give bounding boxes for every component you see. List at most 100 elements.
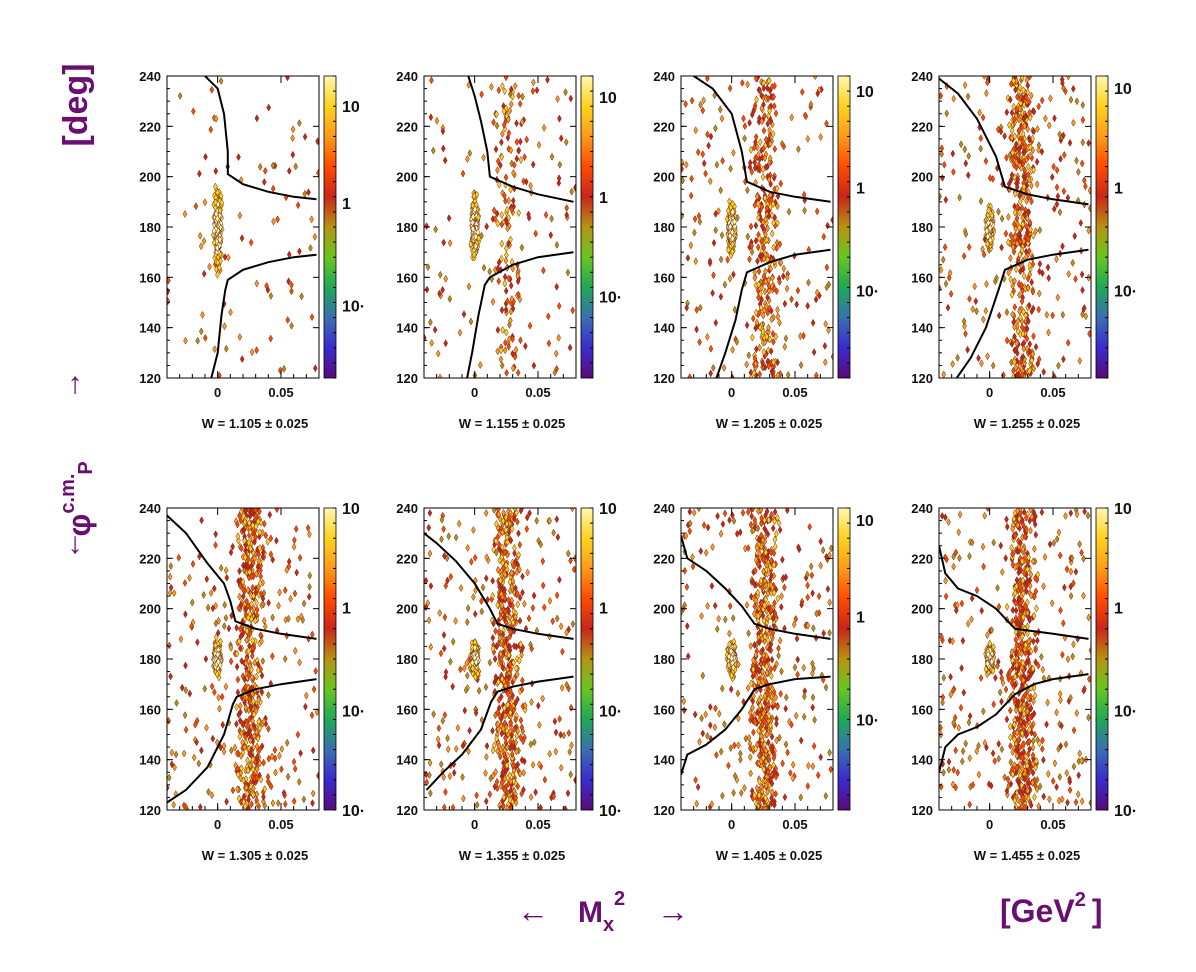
density-cell	[1048, 94, 1053, 103]
density-cell	[484, 222, 489, 231]
density-cell	[503, 734, 508, 743]
density-cell	[1021, 271, 1027, 281]
density-cell	[444, 554, 450, 563]
density-cell	[228, 643, 234, 652]
y-tick-label: 160	[396, 270, 418, 285]
density-cell	[749, 241, 754, 250]
density-cell	[212, 688, 217, 697]
colorbar-label: 10	[599, 501, 617, 518]
density-cell	[1013, 140, 1019, 149]
density-cell	[481, 153, 486, 162]
density-cell	[528, 793, 534, 802]
density-cell	[739, 788, 744, 798]
density-cell	[171, 800, 176, 809]
density-cell	[760, 223, 766, 232]
density-cell	[1067, 138, 1073, 147]
density-cell	[241, 592, 246, 601]
density-cell	[695, 148, 701, 157]
density-cell	[238, 625, 243, 634]
density-cell	[1018, 267, 1023, 276]
density-cell	[243, 553, 248, 562]
density-cell	[965, 92, 971, 101]
density-cell	[194, 738, 199, 747]
density-cell	[746, 544, 751, 553]
density-cell	[718, 292, 724, 301]
density-cell	[1026, 175, 1032, 184]
density-cell	[772, 102, 777, 111]
density-cell	[1027, 218, 1033, 227]
density-cell	[210, 734, 216, 743]
density-cell	[1010, 310, 1015, 319]
density-cell	[520, 727, 526, 736]
density-cell	[199, 516, 204, 525]
density-cell	[249, 600, 254, 609]
density-cell	[222, 622, 227, 631]
density-cell	[1026, 162, 1031, 171]
density-cell	[1079, 159, 1085, 168]
density-cell	[822, 341, 828, 350]
density-cell	[698, 100, 703, 109]
density-cell	[1031, 332, 1036, 341]
event-density	[424, 508, 576, 810]
density-cell	[1011, 160, 1017, 170]
density-cell	[705, 523, 711, 532]
density-cell	[216, 693, 221, 702]
density-cell	[1021, 344, 1026, 353]
density-cell	[501, 120, 507, 129]
density-cell	[502, 612, 507, 621]
density-cell	[286, 277, 291, 286]
density-cell	[981, 315, 986, 324]
density-cell	[494, 548, 499, 557]
density-cell	[963, 329, 968, 338]
density-cell	[492, 214, 498, 224]
density-cell	[727, 231, 733, 240]
density-cell	[815, 771, 821, 780]
density-cell	[303, 702, 308, 711]
density-cell	[530, 160, 536, 169]
x-tick-label: 0	[214, 385, 221, 400]
density-cell	[1079, 270, 1085, 279]
density-cell	[950, 359, 955, 369]
density-cell	[757, 308, 762, 317]
density-cell	[972, 282, 977, 291]
density-cell	[471, 592, 476, 602]
density-cell	[484, 752, 489, 762]
density-cell	[506, 673, 512, 682]
density-cell	[428, 113, 434, 122]
density-cell	[752, 163, 758, 172]
density-cell	[689, 96, 695, 105]
density-cell	[203, 152, 208, 161]
density-cell	[463, 686, 469, 695]
density-cell	[814, 207, 820, 216]
density-cell	[441, 644, 447, 653]
density-cell	[769, 211, 775, 220]
density-cell	[248, 761, 253, 770]
density-cell	[526, 210, 531, 219]
density-cell	[424, 222, 429, 231]
density-cell	[212, 584, 217, 593]
density-cell	[235, 770, 241, 779]
density-cell	[727, 629, 732, 638]
density-cell	[484, 553, 489, 562]
density-cell	[1025, 125, 1030, 134]
y-tick-label: 240	[396, 501, 418, 516]
density-cell	[514, 119, 519, 128]
density-cell	[701, 521, 707, 530]
density-cell	[1012, 115, 1017, 124]
density-cell	[503, 215, 509, 224]
density-cell	[748, 744, 753, 753]
density-cell	[820, 546, 826, 555]
density-cell	[753, 236, 759, 245]
density-cell	[271, 217, 276, 226]
density-cell	[1027, 340, 1033, 349]
density-cell	[251, 790, 256, 799]
density-cell	[307, 571, 313, 580]
density-cell	[471, 250, 477, 259]
density-cell	[491, 206, 497, 215]
density-cell	[291, 797, 297, 806]
density-cell	[687, 519, 693, 528]
density-cell	[481, 263, 487, 272]
density-cell	[1077, 356, 1083, 365]
density-cell	[726, 206, 731, 215]
